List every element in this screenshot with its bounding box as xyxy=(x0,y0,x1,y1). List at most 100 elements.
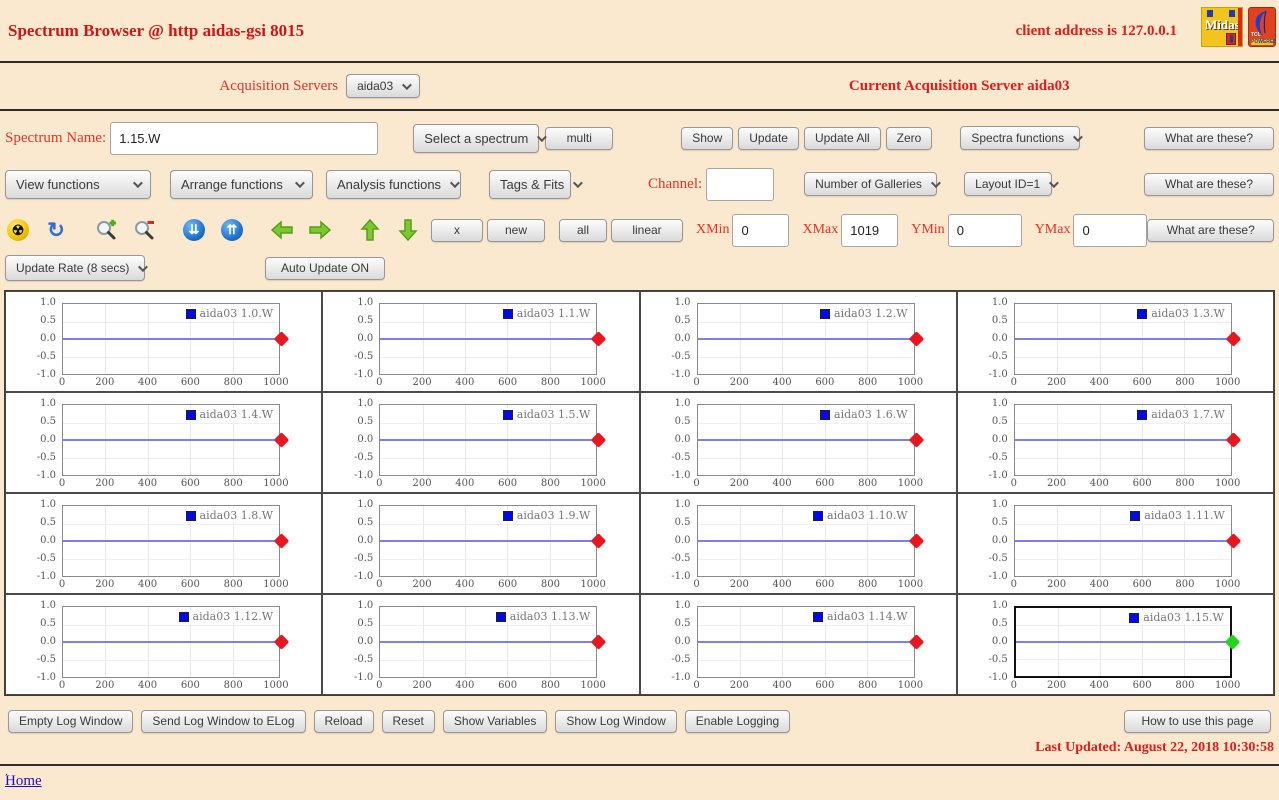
enable-logging-button[interactable]: Enable Logging xyxy=(684,709,791,733)
multi-button[interactable]: multi xyxy=(545,126,614,150)
spectrum-panel-1.4.W[interactable]: 1.0 0.5 0.0 -0.5 -1.0 aida03 1.4.W 0 200 400 600 8… xyxy=(5,392,323,493)
spectrum-panel-1.6.W[interactable]: 1.0 0.5 0.0 -0.5 -1.0 aida03 1.6.W 0 200 400 600 8… xyxy=(639,392,957,493)
chart-plot[interactable]: aida03 1.7.W xyxy=(1013,404,1242,476)
new-button[interactable]: new xyxy=(487,218,545,242)
zero-line xyxy=(380,439,597,441)
home-link[interactable]: Home xyxy=(5,773,42,789)
spectrum-panel-1.3.W[interactable]: 1.0 0.5 0.0 -0.5 -1.0 aida03 1.3.W 0 200 400 600 8… xyxy=(956,291,1274,392)
zoom-out-icon[interactable] xyxy=(131,217,157,243)
all-button[interactable]: all xyxy=(559,218,607,242)
chart-legend: aida03 1.0.W xyxy=(184,307,274,320)
auto-update-button[interactable]: Auto Update ON xyxy=(265,256,385,280)
reload-button[interactable]: Reload xyxy=(313,709,374,733)
spectrum-panel-1.12.W[interactable]: 1.0 0.5 0.0 -0.5 -1.0 aida03 1.12.W 0 200 400 600… xyxy=(5,594,323,695)
spectrum-panel-1.14.W[interactable]: 1.0 0.5 0.0 -0.5 -1.0 aida03 1.14.W 0 200 400 600… xyxy=(639,594,957,695)
number-of-galleries-dropdown[interactable]: Number of Galleries xyxy=(804,172,941,196)
what-are-these-button[interactable]: What are these? xyxy=(1147,218,1274,242)
analysis-functions-dropdown[interactable]: Analysis functions xyxy=(326,169,461,199)
spectrum-panel-1.11.W[interactable]: 1.0 0.5 0.0 -0.5 -1.0 aida03 1.11.W 0 200 400 600… xyxy=(956,493,1274,594)
chart-legend: aida03 1.4.W xyxy=(184,408,274,421)
refresh-icon[interactable]: ↻ xyxy=(47,218,65,242)
arrow-up-icon[interactable] xyxy=(357,217,383,243)
chart-plot[interactable]: aida03 1.13.W xyxy=(379,606,607,678)
how-to-use-button[interactable]: How to use this page xyxy=(1124,709,1271,733)
chart-plot[interactable]: aida03 1.15.W xyxy=(1013,606,1241,678)
update-button[interactable]: Update xyxy=(738,126,799,150)
xmin-input[interactable] xyxy=(732,213,790,247)
zero-line xyxy=(1015,641,1230,643)
chart-plot[interactable]: aida03 1.6.W xyxy=(696,404,924,476)
tags-fits-dropdown[interactable]: Tags & Fits xyxy=(489,169,584,199)
zero-line xyxy=(63,540,279,542)
zero-line xyxy=(1014,338,1231,340)
spectrum-name-input[interactable] xyxy=(110,121,379,155)
marker-diamond xyxy=(273,634,290,650)
what-are-these-button[interactable]: What are these? xyxy=(1144,172,1274,196)
xmax-input[interactable] xyxy=(841,213,899,247)
collapse-down-icon[interactable]: ⇊ xyxy=(181,217,207,243)
spectrum-panel-1.13.W[interactable]: 1.0 0.5 0.0 -0.5 -1.0 aida03 1.13.W 0 200 400 600… xyxy=(322,594,640,695)
arrow-down-icon[interactable] xyxy=(395,217,421,243)
chart-plot[interactable]: aida03 1.14.W xyxy=(696,606,924,678)
update-all-button[interactable]: Update All xyxy=(803,126,881,150)
spectrum-panel-1.0.W[interactable]: 1.0 0.5 0.0 -0.5 -1.0 aida03 1.0.W 0 200 400 600 8… xyxy=(5,291,323,392)
arrange-functions-dropdown[interactable]: Arrange functions xyxy=(170,169,313,199)
arrow-left-icon[interactable] xyxy=(269,217,295,243)
ymax-input[interactable] xyxy=(1073,213,1148,247)
spectrum-panel-1.9.W[interactable]: 1.0 0.5 0.0 -0.5 -1.0 aida03 1.9.W 0 200 400 600 8… xyxy=(322,493,640,594)
chart-plot[interactable]: aida03 1.3.W xyxy=(1013,303,1242,375)
chart-plot[interactable]: aida03 1.11.W xyxy=(1013,505,1242,577)
legend-label: aida03 1.5.W xyxy=(516,408,591,421)
show-variables-button[interactable]: Show Variables xyxy=(442,709,548,733)
chart-plot[interactable]: aida03 1.2.W xyxy=(696,303,924,375)
channel-input[interactable] xyxy=(706,167,775,201)
spectrum-panel-1.15.W[interactable]: 1.0 0.5 0.0 -0.5 -1.0 aida03 1.15.W 0 200 400 600… xyxy=(956,594,1274,695)
spectrum-panel-1.2.W[interactable]: 1.0 0.5 0.0 -0.5 -1.0 aida03 1.2.W 0 200 400 600 8… xyxy=(639,291,957,392)
acquisition-server-select[interactable]: aida03 xyxy=(346,74,421,98)
view-functions-dropdown[interactable]: View functions xyxy=(5,169,151,199)
linear-button[interactable]: linear xyxy=(611,218,683,242)
spectrum-chart-grid: 1.0 0.5 0.0 -0.5 -1.0 aida03 1.0.W 0 200 400 600 8… xyxy=(4,290,1275,696)
show-button[interactable]: Show xyxy=(681,126,734,150)
spectrum-panel-1.10.W[interactable]: 1.0 0.5 0.0 -0.5 -1.0 aida03 1.10.W 0 200 400 600… xyxy=(639,493,957,594)
expand-up-icon[interactable]: ⇈ xyxy=(219,217,245,243)
radiation-icon[interactable]: ☢ xyxy=(5,217,31,243)
zero-line xyxy=(697,439,914,441)
spectrum-panel-1.5.W[interactable]: 1.0 0.5 0.0 -0.5 -1.0 aida03 1.5.W 0 200 400 600 8… xyxy=(322,392,640,493)
marker-diamond xyxy=(908,432,924,448)
spectrum-panel-1.8.W[interactable]: 1.0 0.5 0.0 -0.5 -1.0 aida03 1.8.W 0 200 400 600 8… xyxy=(5,493,323,594)
x-axis-labels: 0 200 400 600 800 1000 xyxy=(693,680,924,691)
marker-diamond xyxy=(1225,331,1242,347)
spectrum-panel-1.1.W[interactable]: 1.0 0.5 0.0 -0.5 -1.0 aida03 1.1.W 0 200 400 600 8… xyxy=(322,291,640,392)
chart-plot[interactable]: aida03 1.5.W xyxy=(379,404,607,476)
show-log-window-button[interactable]: Show Log Window xyxy=(555,709,677,733)
legend-swatch-icon xyxy=(820,308,831,319)
spectra-functions-dropdown[interactable]: Spectra functions xyxy=(960,126,1083,150)
chart-plot[interactable]: aida03 1.1.W xyxy=(379,303,607,375)
chart-plot[interactable]: aida03 1.0.W xyxy=(62,303,290,375)
layout-id-dropdown[interactable]: Layout ID=1 xyxy=(964,172,1060,196)
divider xyxy=(0,109,1279,111)
arrow-right-icon[interactable] xyxy=(307,217,333,243)
zoom-in-icon[interactable] xyxy=(93,217,119,243)
spectrum-panel-1.7.W[interactable]: 1.0 0.5 0.0 -0.5 -1.0 aida03 1.7.W 0 200 400 600 8… xyxy=(956,392,1274,493)
zero-button[interactable]: Zero xyxy=(885,126,933,150)
legend-swatch-icon xyxy=(502,308,513,319)
empty-log-window-button[interactable]: Empty Log Window xyxy=(8,709,134,733)
chevron-down-icon xyxy=(132,177,143,188)
reset-button[interactable]: Reset xyxy=(381,709,435,733)
ymin-input[interactable] xyxy=(947,213,1022,247)
chart-plot[interactable]: aida03 1.12.W xyxy=(62,606,290,678)
what-are-these-button[interactable]: What are these? xyxy=(1144,126,1274,150)
chart-plot[interactable]: aida03 1.10.W xyxy=(696,505,924,577)
select-spectrum-dropdown[interactable]: Select a spectrum xyxy=(413,123,548,153)
chart-plot[interactable]: aida03 1.4.W xyxy=(62,404,290,476)
chevron-down-icon xyxy=(138,261,149,272)
chart-plot[interactable]: aida03 1.8.W xyxy=(62,505,290,577)
chart-plot[interactable]: aida03 1.9.W xyxy=(379,505,607,577)
x-button[interactable]: x xyxy=(431,218,483,242)
chart-legend: aida03 1.1.W xyxy=(501,307,592,320)
ymax-label: YMax xyxy=(1034,222,1071,237)
update-rate-dropdown[interactable]: Update Rate (8 secs) xyxy=(5,255,149,281)
send-log-window-to-elog-button[interactable]: Send Log Window to ELog xyxy=(141,709,306,733)
